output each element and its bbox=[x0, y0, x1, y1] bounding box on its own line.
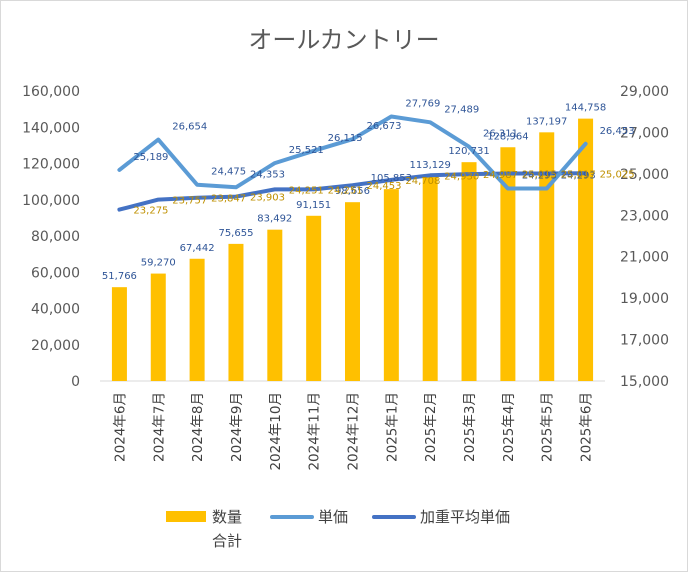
bar bbox=[383, 189, 399, 381]
bar-series bbox=[111, 118, 594, 381]
right-axis-tick-label: 17,000 bbox=[620, 333, 669, 349]
right-axis-ticks: 15,000 17,000 19,000 21,000 23,000 25,000 27,0… bbox=[620, 84, 669, 390]
left-axis-tick-label: 0 bbox=[71, 374, 80, 390]
bar-data-label: 75,655 bbox=[218, 228, 253, 239]
unit-price-line bbox=[117, 114, 588, 191]
legend-label-unit-price: 単価 bbox=[318, 508, 348, 526]
bar bbox=[500, 147, 516, 381]
category-label: 2024年12月 bbox=[346, 392, 362, 471]
unit-price-data-label: 26,673 bbox=[367, 121, 402, 132]
weighted-average-data-label: 24,930 bbox=[444, 171, 479, 182]
unit-price-data-label: 24,293 bbox=[561, 171, 596, 182]
bar-data-label: 59,270 bbox=[141, 258, 176, 269]
category-label: 2025年4月 bbox=[501, 392, 517, 462]
category-label: 2025年2月 bbox=[423, 392, 439, 462]
left-axis-tick-label: 100,000 bbox=[22, 193, 80, 209]
category-labels: 2024年6月 2024年7月 2024年8月 2024年9月 2024年10月 2024… bbox=[112, 392, 594, 471]
right-axis-tick-label: 29,000 bbox=[620, 84, 669, 100]
left-axis-ticks: 0 20,000 40,000 60,000 80,000 100,000 120,000 1… bbox=[22, 84, 80, 390]
bar bbox=[345, 202, 360, 381]
unit-price-data-label: 27,769 bbox=[405, 98, 440, 109]
weighted-average-data-label: 23,847 bbox=[211, 194, 246, 205]
bar-data-label: 113,129 bbox=[410, 160, 451, 171]
unit-price-data-label: 26,115 bbox=[328, 133, 363, 144]
category-label: 2025年5月 bbox=[540, 392, 556, 462]
category-label: 2024年6月 bbox=[112, 392, 128, 462]
unit-price-data-label: 27,489 bbox=[444, 104, 479, 115]
legend-swatch-quantity bbox=[166, 511, 206, 522]
bar-data-label: 128,964 bbox=[487, 131, 528, 142]
unit-price-data-label: 24,353 bbox=[250, 169, 285, 180]
bar-data-label: 137,197 bbox=[526, 116, 567, 127]
category-label: 2024年11月 bbox=[307, 392, 323, 471]
bar-data-label: 91,151 bbox=[296, 200, 331, 211]
left-axis-tick-label: 20,000 bbox=[31, 338, 80, 354]
unit-price-data-label: 26,453 bbox=[600, 126, 635, 137]
right-axis-tick-label: 21,000 bbox=[620, 250, 669, 266]
category-label: 2024年9月 bbox=[229, 392, 245, 462]
left-axis-tick-label: 160,000 bbox=[22, 84, 80, 100]
left-axis-tick-label: 80,000 bbox=[31, 229, 80, 245]
weighted-average-data-label: 24,251 bbox=[328, 185, 363, 196]
bar bbox=[111, 287, 127, 381]
category-label: 2025年3月 bbox=[462, 392, 478, 462]
weighted-average-price-line bbox=[117, 171, 588, 212]
weighted-average-data-label: 23,903 bbox=[250, 193, 285, 204]
unit-price-data-label: 26,654 bbox=[172, 122, 207, 133]
unit-price-data-label: 26,311 bbox=[483, 129, 518, 140]
bar bbox=[228, 243, 244, 381]
weighted-average-data-label: 23,275 bbox=[133, 206, 168, 217]
left-axis-tick-label: 140,000 bbox=[22, 120, 80, 136]
category-label: 2024年7月 bbox=[151, 392, 167, 462]
weighted-average-data-label: 25,015 bbox=[522, 170, 557, 181]
bar-data-label: 120,731 bbox=[448, 146, 489, 157]
bar-data-label: 144,758 bbox=[565, 103, 606, 114]
legend-label-weighted-avg: 加重平均単価 bbox=[420, 508, 510, 526]
weighted-average-data-label: 24,251 bbox=[289, 185, 324, 196]
weighted-average-data-label: 25,017 bbox=[561, 170, 596, 181]
bar bbox=[422, 175, 438, 381]
weighted-average-data-label: 23,757 bbox=[172, 196, 207, 207]
unit-price-data-label: 25,521 bbox=[289, 145, 324, 156]
line-series bbox=[117, 114, 588, 212]
bar-data-label: 105,853 bbox=[371, 173, 412, 184]
bar bbox=[578, 118, 594, 381]
left-axis-tick-label: 60,000 bbox=[31, 265, 80, 281]
category-label: 2024年10月 bbox=[268, 392, 284, 471]
right-axis-tick-label: 15,000 bbox=[620, 374, 669, 390]
bar-data-label: 98,656 bbox=[335, 186, 370, 197]
bar-data-label: 83,492 bbox=[257, 214, 292, 225]
weighted-average-data-label: 25,025 bbox=[600, 169, 635, 180]
legend-label-quantity: 数量合計 bbox=[212, 508, 242, 550]
bar bbox=[150, 273, 166, 381]
right-axis-tick-label: 25,000 bbox=[620, 167, 669, 183]
weighted-average-data-label: 24,453 bbox=[367, 181, 402, 192]
category-label: 2025年1月 bbox=[384, 392, 400, 462]
chart-title: オールカントリー bbox=[248, 26, 439, 54]
bar bbox=[267, 229, 283, 381]
left-axis-tick-label: 120,000 bbox=[22, 157, 80, 173]
category-label: 2024年8月 bbox=[190, 392, 206, 462]
bar bbox=[189, 258, 205, 381]
weighted-average-data-label: 24,987 bbox=[483, 170, 518, 181]
bar bbox=[539, 132, 555, 381]
bar bbox=[461, 162, 477, 381]
bar-data-label: 51,766 bbox=[102, 271, 137, 282]
weighted-average-data-label: 24,708 bbox=[405, 176, 440, 187]
right-axis-tick-label: 27,000 bbox=[620, 125, 669, 141]
unit-price-data-label: 25,189 bbox=[133, 152, 168, 163]
right-axis-tick-label: 23,000 bbox=[620, 208, 669, 224]
right-axis-tick-label: 19,000 bbox=[620, 291, 669, 307]
unit-price-data-label: 24,293 bbox=[522, 171, 557, 182]
legend: 数量合計 単価 加重平均単価 bbox=[166, 508, 510, 550]
unit-price-data-label: 24,475 bbox=[211, 167, 246, 178]
category-label: 2025年6月 bbox=[579, 392, 595, 462]
bar-data-label: 67,442 bbox=[180, 243, 215, 254]
left-axis-tick-label: 40,000 bbox=[31, 302, 80, 318]
bar bbox=[306, 215, 322, 381]
